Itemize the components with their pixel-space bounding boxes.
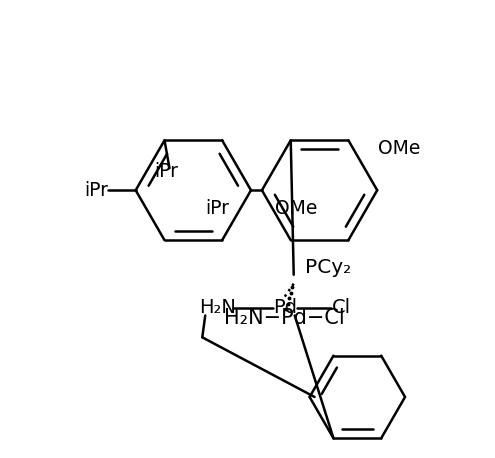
- Text: Cl: Cl: [332, 298, 351, 317]
- Text: iPr: iPr: [154, 162, 179, 181]
- Text: OMe: OMe: [275, 199, 317, 218]
- Text: H₂N: H₂N: [199, 298, 236, 317]
- Text: iPr: iPr: [205, 199, 229, 218]
- Text: iPr: iPr: [84, 181, 108, 200]
- Text: PCy₂: PCy₂: [304, 258, 351, 277]
- Text: Pd: Pd: [273, 298, 297, 317]
- Text: H₂N−Pd−Cl: H₂N−Pd−Cl: [224, 307, 345, 327]
- Text: OMe: OMe: [378, 139, 421, 158]
